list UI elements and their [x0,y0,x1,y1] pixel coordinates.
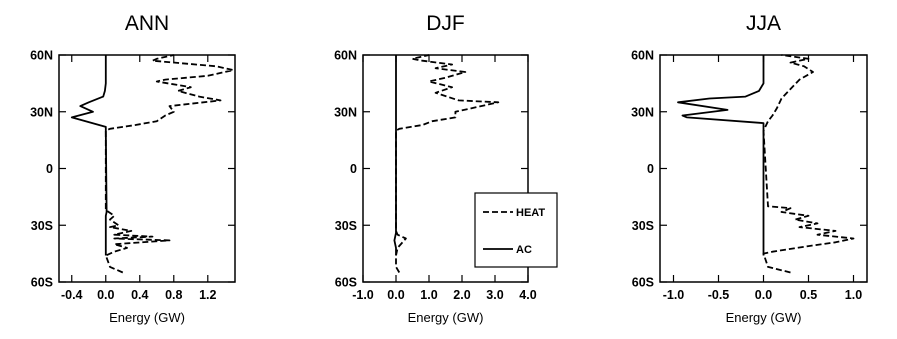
x-tick-label: -1.0 [663,288,685,302]
x-tick-label: 1.2 [199,288,216,302]
x-tick-label: 2.0 [453,288,470,302]
x-axis-label: Energy (GW) [109,310,185,325]
x-tick-label: 0.5 [800,288,817,302]
series-line-ac [72,55,107,256]
y-tick-label: 60N [30,49,53,63]
x-tick-label: 0.0 [387,288,404,302]
y-tick-label: 0 [647,162,654,176]
x-tick-label: -1.0 [352,288,374,302]
x-tick-label: 0.8 [165,288,182,302]
x-tick-label: -0.5 [708,288,730,302]
y-tick-label: 60S [632,276,654,290]
x-tick-label: 1.0 [420,288,437,302]
chart-title: ANN [125,12,169,35]
y-tick-label: 30N [30,105,53,119]
chart-panel-ann: ANN 60N 30N 0 30S 60S -0.4 0.0 0.4 0.8 1.2 Energy (… [30,12,235,325]
y-tick-label: 60N [334,49,357,63]
x-tick-label: 3.0 [486,288,503,302]
y-tick-label: 30N [334,105,357,119]
x-axis-label: Energy (GW) [408,310,484,325]
y-tick-label: 30N [631,105,654,119]
x-tick-label: 4.0 [519,288,536,302]
plot-frame [59,55,235,282]
y-tick-label: 30S [31,219,53,233]
x-tick-label: 1.0 [845,288,862,302]
chart-title: DJF [426,12,465,35]
y-tick-label: 30S [632,219,654,233]
legend-label-heat: HEAT [516,207,545,219]
x-tick-label: 0.0 [97,288,114,302]
series-line-ac [394,55,396,256]
y-tick-label: 0 [46,162,53,176]
y-tick-label: 0 [350,162,357,176]
y-tick-label: 60S [31,276,53,290]
x-tick-label: 0.4 [131,288,148,302]
series-line-ac [678,55,764,256]
chart-panel-jja: JJA 60N 30N 0 30S 60S -1.0 -0.5 0.0 0.5 1.0 Energy … [631,12,867,325]
series-line-heat [106,55,234,273]
x-tick-label: 0.0 [755,288,772,302]
chart-title: JJA [746,12,781,35]
x-axis-label: Energy (GW) [726,310,802,325]
series-line-heat [764,55,854,273]
y-tick-label: 30S [335,219,357,233]
legend-label-ac: AC [516,244,532,256]
x-tick-label: -0.4 [61,288,83,302]
legend: HEAT AC [475,193,557,267]
y-tick-label: 60N [631,49,654,63]
